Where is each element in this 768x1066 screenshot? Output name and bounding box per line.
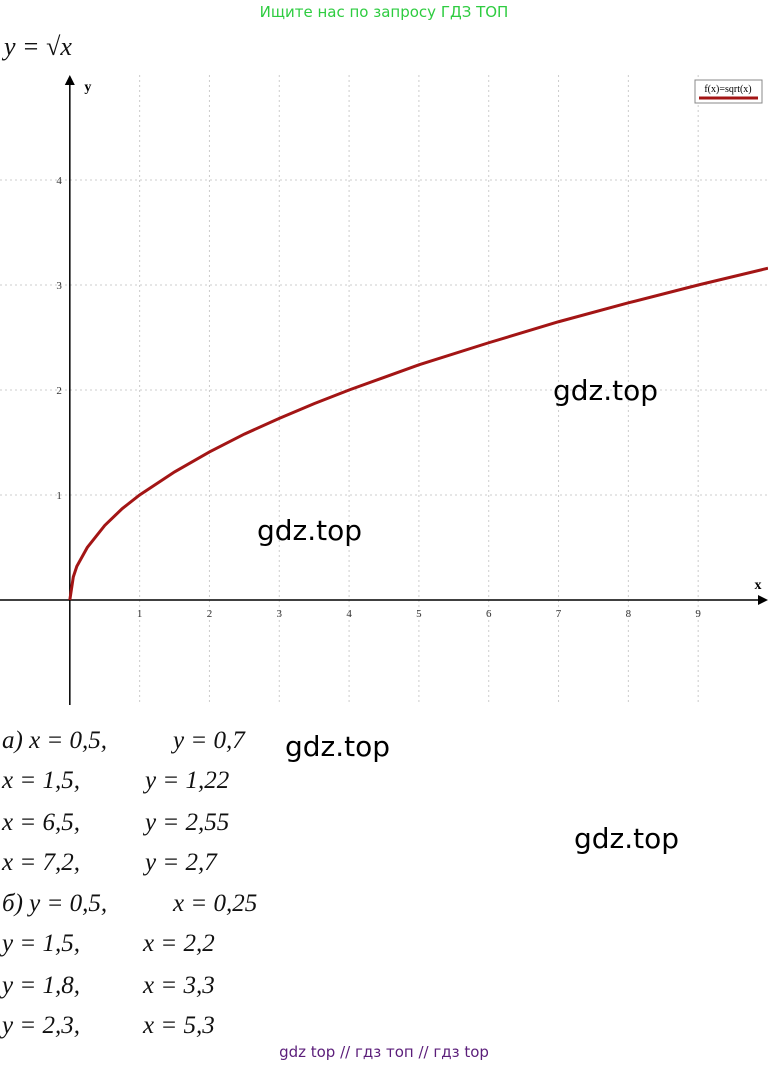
answers: а) x = 0,5, y = 0,7 x = 1,5, y = 1,22 x = 6,… [0, 727, 257, 1039]
answer-right: y = 0,7 [170, 727, 246, 754]
x-tick-label: 2 [207, 608, 213, 620]
y-axis-label: y [84, 80, 91, 95]
y-tick-label: 1 [56, 490, 62, 502]
x-tick-label: 6 [486, 608, 492, 620]
x-tick-label: 5 [416, 608, 422, 620]
header: Ищите нас по запросу ГДЗ ТОП [260, 3, 509, 21]
answer-left: y = 1,8, [0, 972, 80, 999]
x-tick-label: 9 [695, 608, 701, 620]
answer-right: y = 2,55 [142, 809, 229, 836]
answer-right: y = 1,22 [142, 767, 229, 794]
x-tick-label: 4 [346, 608, 352, 620]
footer: gdz top // гдз топ // гдз top [279, 1043, 489, 1061]
answer-right: x = 5,3 [142, 1012, 215, 1039]
x-tick-label: 8 [626, 608, 632, 620]
curve [68, 266, 768, 601]
answer-left: y = 1,5, [0, 930, 80, 957]
y-tick-label: 2 [56, 385, 62, 397]
answer-right: y = 2,7 [142, 849, 218, 876]
y-tick-label: 3 [56, 280, 62, 292]
y-tick-label: 4 [56, 175, 62, 187]
answer-right: x = 0,25 [172, 890, 257, 917]
answer-left: x = 6,5, [1, 809, 80, 836]
chart: 1 2 3 4 5 6 7 8 9 1 2 3 4 x y f(x)=sqrt(x) [0, 75, 768, 705]
watermark: gdz.top [285, 730, 390, 763]
x-tick-label: 3 [277, 608, 283, 620]
answer-right: x = 2,2 [142, 930, 215, 957]
formula: y = √x [1, 32, 72, 61]
x-tick-label: 7 [556, 608, 562, 620]
answer-left: а) x = 0,5, [2, 727, 107, 754]
watermark: gdz.top [257, 514, 362, 547]
y-axis-arrow [64, 75, 75, 85]
watermark: gdz.top [574, 822, 679, 855]
answer-right: x = 3,3 [142, 972, 215, 999]
x-tick-label: 1 [137, 608, 143, 620]
x-axis-arrow [758, 595, 768, 605]
watermark: gdz.top [553, 374, 658, 407]
x-axis-label: x [755, 578, 762, 593]
legend-label: f(x)=sqrt(x) [704, 84, 751, 95]
answer-left: y = 2,3, [0, 1012, 80, 1039]
answer-left: б) y = 0,5, [2, 890, 107, 917]
answer-left: x = 7,2, [1, 849, 80, 876]
answer-left: x = 1,5, [1, 767, 80, 794]
